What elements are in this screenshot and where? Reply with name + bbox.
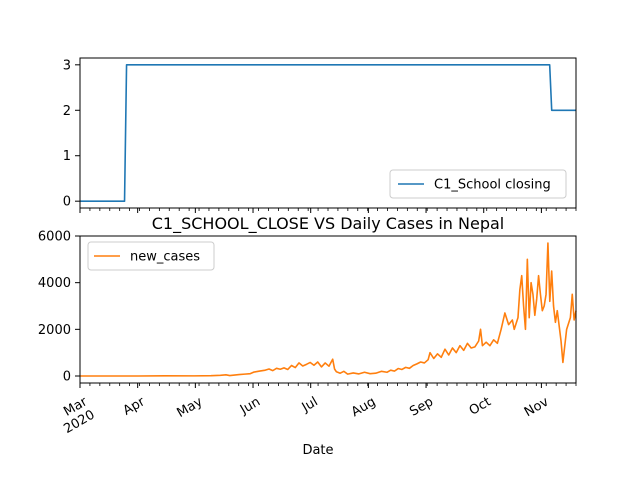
series-line-school-closing: [80, 64, 576, 202]
x-tick-label: Sep: [407, 394, 436, 419]
y-tick-label: 3: [63, 58, 71, 73]
x-axis-label: Date: [302, 443, 333, 458]
legend-box: [87, 241, 215, 271]
axes-frame: [79, 57, 577, 209]
y-tick-label: 2: [63, 104, 71, 119]
series-line-new-cases: [80, 242, 577, 377]
x-tick-label: Nov: [522, 394, 552, 420]
y-tick-label: 2000: [38, 323, 71, 338]
x-tick-label-line: Aug: [349, 394, 378, 420]
x-tick-label-line: Jun: [237, 394, 263, 418]
legend-label: C1_School closing: [434, 178, 551, 193]
legend-label: new_cases: [130, 250, 200, 265]
x-tick-label-line: Nov: [522, 394, 552, 420]
legend-box: [389, 169, 567, 199]
x-tick-label-line: Apr: [121, 394, 149, 419]
y-tick-label: 0: [63, 195, 71, 210]
x-tick-label-line: Jul: [299, 394, 321, 415]
y-tick-label: 1: [63, 149, 71, 164]
x-tick-label: Oct: [467, 394, 494, 418]
x-tick-label: Jun: [237, 394, 263, 418]
x-tick-label: Aug: [349, 394, 378, 420]
axes-frame: [79, 235, 577, 384]
y-tick-label: 0: [63, 370, 71, 385]
daily-cases-panel: C1_SCHOOL_CLOSE VS Daily Cases in Nepal 0…: [38, 214, 577, 458]
x-tick-label: Jul: [299, 394, 321, 415]
x-tick-label-line: May: [175, 394, 206, 421]
x-tick-label: Mar2020: [54, 394, 98, 437]
school-closing-panel: 0 1 2 3 C1_School closing: [63, 57, 577, 213]
x-tick-label: Apr: [121, 394, 149, 419]
x-tick-label-line: Oct: [467, 394, 494, 418]
x-tick-label: May: [175, 394, 206, 421]
y-tick-label: 4000: [38, 276, 71, 291]
x-tick-label-line: Sep: [407, 394, 436, 419]
y-tick-label: 6000: [38, 230, 71, 245]
chart-title: C1_SCHOOL_CLOSE VS Daily Cases in Nepal: [152, 214, 505, 234]
